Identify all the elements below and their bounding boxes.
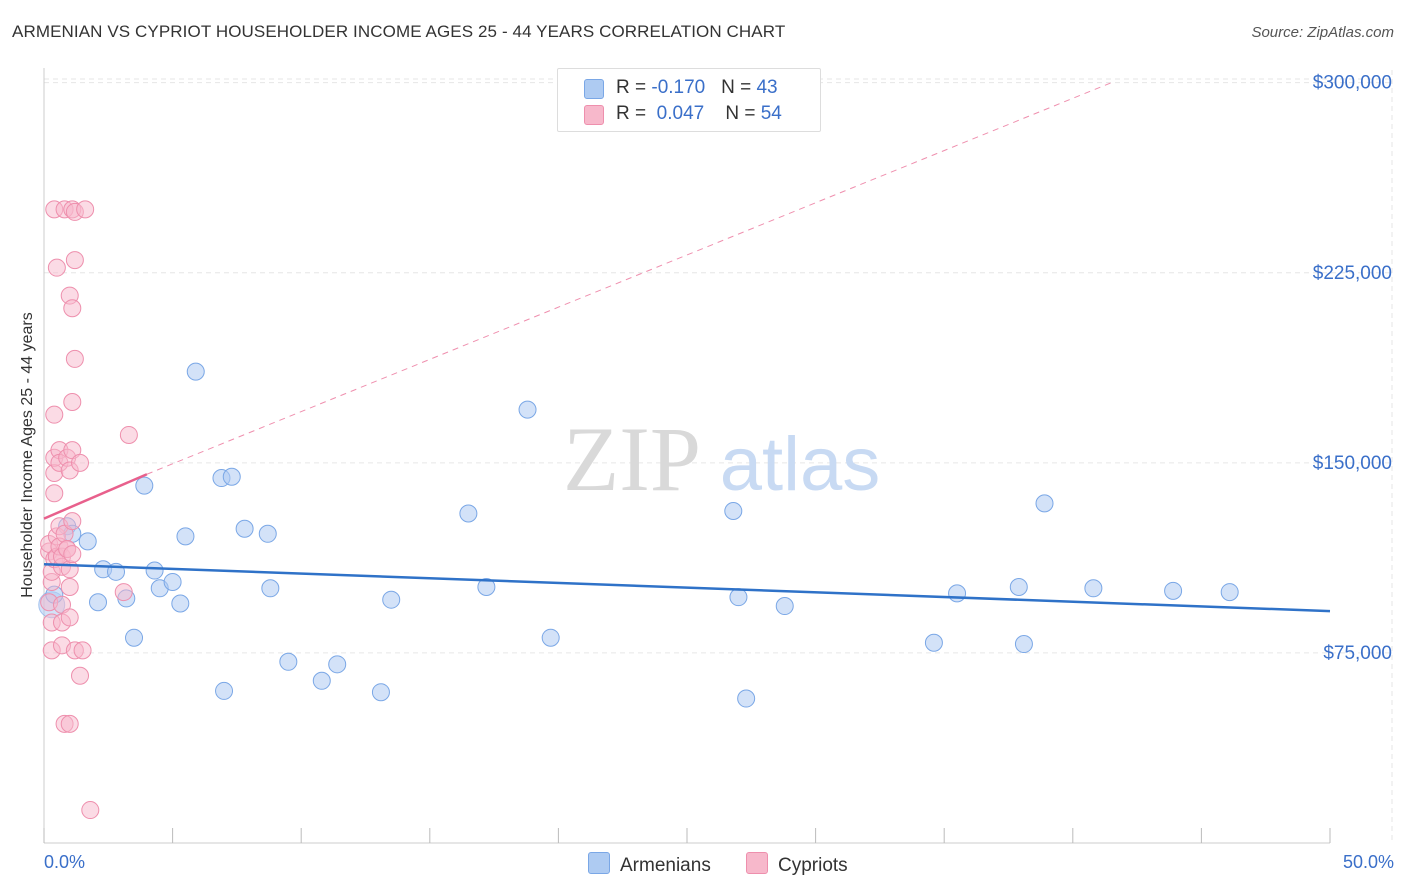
armenian-trend-line <box>43 562 1331 613</box>
cypriot-points <box>40 200 138 820</box>
armenian-point <box>1014 635 1033 654</box>
armenian-point <box>1009 578 1028 597</box>
armenian-point <box>1164 581 1183 600</box>
legend-text: R = -0.170 N = 43 <box>616 77 778 99</box>
legend-text: R = 0.047 N = 54 <box>616 103 782 125</box>
armenian-point <box>459 504 478 523</box>
source-label: Source: ZipAtlas.com <box>1251 24 1394 41</box>
armenian-point <box>312 671 331 690</box>
cypriot-point <box>65 349 84 368</box>
armenian-point <box>215 681 234 700</box>
armenian-point <box>924 633 943 652</box>
armenian-point <box>78 532 97 551</box>
armenian-point <box>171 594 190 613</box>
armenian-point <box>258 524 277 543</box>
armenian-point <box>235 519 254 538</box>
cypriot-point <box>71 666 90 685</box>
armenian-point <box>222 467 241 486</box>
armenian-point <box>729 588 748 607</box>
armenian-point <box>1035 494 1054 513</box>
trend-lines <box>43 82 1331 613</box>
armenian-point <box>89 593 108 612</box>
cypriot-point <box>73 641 92 660</box>
armenian-point <box>145 561 164 580</box>
cypriot-point <box>71 453 90 472</box>
correlation-legend: R = -0.170 N = 43 R = 0.047 N = 54 <box>557 68 821 132</box>
n-value: 43 <box>756 77 778 98</box>
n-label: N = <box>725 103 761 124</box>
n-label: N = <box>721 77 757 98</box>
cypriot-point <box>45 405 64 424</box>
x-tick-min: 0.0% <box>44 852 86 872</box>
chart-title: ARMENIAN VS CYPRIOT HOUSEHOLDER INCOME A… <box>12 22 786 41</box>
armenian-point <box>477 578 496 597</box>
r-label: R = <box>616 77 652 98</box>
r-value: 0.047 <box>656 103 705 124</box>
armenian-point <box>775 597 794 616</box>
gridlines <box>44 70 1393 843</box>
armenian-point <box>518 400 537 419</box>
cypriot-point <box>60 578 79 597</box>
armenian-point <box>724 501 743 520</box>
armenian-swatch <box>584 79 604 99</box>
cypriot-trend-extension <box>146 82 1112 475</box>
y-tick-labels: $75,000 $150,000 $225,000 $300,000 <box>1313 73 1392 664</box>
y-tick-label: $225,000 <box>1313 263 1392 284</box>
y-tick-label: $300,000 <box>1313 73 1392 94</box>
axes <box>43 68 1331 844</box>
cypriot-trend-line <box>43 473 148 520</box>
armenian-point <box>279 652 298 671</box>
legend-label-armenians: Armenians <box>620 855 711 876</box>
armenian-point <box>948 584 967 603</box>
cypriot-point <box>45 484 64 503</box>
cypriot-point <box>114 583 133 602</box>
cypriot-point <box>76 200 95 219</box>
watermark-atlas: atlas <box>720 422 881 507</box>
armenian-point <box>371 683 390 702</box>
y-tick-label: $75,000 <box>1323 643 1392 664</box>
y-tick-label: $150,000 <box>1313 453 1392 474</box>
armenian-point <box>135 476 154 495</box>
cypriot-point <box>60 560 79 579</box>
armenian-point <box>382 590 401 609</box>
n-value: 54 <box>760 103 782 124</box>
cypriot-point <box>63 299 82 318</box>
watermark: ZIP atlas <box>563 408 880 510</box>
cypriot-point <box>60 608 79 627</box>
armenian-point <box>328 655 347 674</box>
cypriot-point <box>63 393 82 412</box>
r-value: -0.170 <box>651 77 706 98</box>
armenian-point <box>1220 583 1239 602</box>
legend-item-armenians: Armenians <box>588 852 711 877</box>
cypriot-point <box>63 545 82 564</box>
cypriot-swatch <box>746 852 768 874</box>
armenian-point <box>541 628 560 647</box>
legend-item-cypriots: Cypriots <box>746 852 848 877</box>
r-label: R = <box>616 103 652 124</box>
armenian-swatch <box>588 852 610 874</box>
cypriot-point <box>47 258 66 277</box>
armenian-point <box>1084 579 1103 598</box>
cypriot-point <box>119 425 138 444</box>
armenian-point <box>737 689 756 708</box>
legend-label-cypriots: Cypriots <box>778 855 848 876</box>
cypriot-point <box>63 512 82 531</box>
armenian-point <box>186 362 205 381</box>
armenian-point <box>163 572 182 591</box>
cypriot-swatch <box>584 105 604 125</box>
armenian-point <box>176 527 195 546</box>
watermark-zip: ZIP <box>563 408 701 510</box>
cypriot-point <box>81 801 100 820</box>
armenian-point <box>261 579 280 598</box>
cypriot-point <box>60 714 79 733</box>
cypriot-point <box>65 251 84 270</box>
armenian-point <box>125 628 144 647</box>
x-tick-max: 50.0% <box>1342 852 1394 872</box>
